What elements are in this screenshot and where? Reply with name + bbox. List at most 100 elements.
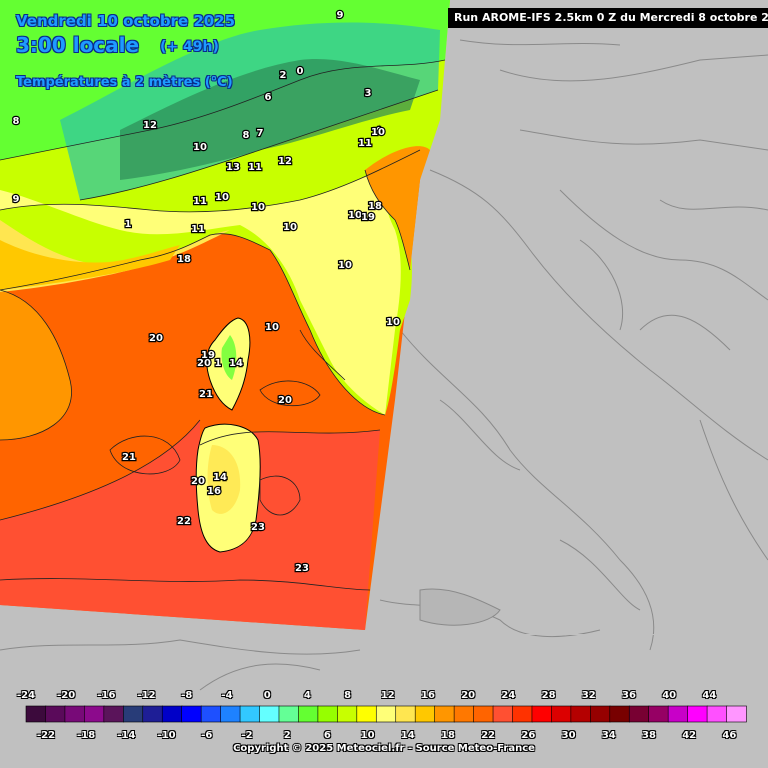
forecast-time: 3:00 locale (16, 33, 140, 57)
color-scale-swatch (317, 705, 339, 723)
legend-bottom-label: 38 (642, 730, 656, 741)
color-scale-swatch (434, 705, 455, 723)
legend-top-label: -20 (57, 690, 76, 701)
map-value-label: 21 (199, 389, 213, 400)
legend-bottom-label: -6 (201, 730, 213, 741)
legend-bottom-label: -2 (241, 730, 253, 741)
legend-top-label: 8 (344, 690, 352, 701)
color-scale-swatch (181, 705, 202, 723)
map-value-label: 23 (295, 563, 309, 574)
color-scale-bar (25, 705, 747, 723)
legend-bottom-label: 42 (682, 730, 697, 741)
color-scale-swatch (492, 705, 514, 723)
legend-top-label: 40 (662, 690, 677, 701)
map-value-label: 10 (215, 192, 229, 203)
map-value-label: 14 (229, 358, 243, 369)
color-scale-swatch (239, 705, 261, 723)
color-scale-swatch (123, 705, 144, 723)
legend-top-label: -24 (16, 690, 36, 701)
map-value-label: 8 (243, 130, 250, 141)
map-value-label: 10 (265, 322, 279, 333)
color-scale-swatch (628, 705, 650, 723)
legend-top-label: -16 (97, 690, 116, 701)
color-scale-swatch (103, 705, 125, 723)
color-scale-swatch (161, 705, 183, 723)
legend-bottom-label: -14 (117, 730, 136, 741)
legend-top-label: 28 (541, 690, 556, 701)
run-info-bar: Run AROME-IFS 2.5km 0 Z du Mercredi 8 oc… (448, 8, 768, 28)
legend-bottom-label: 22 (481, 730, 496, 741)
map-value-label: 6 (265, 92, 272, 103)
map-value-label: 19 (201, 350, 215, 361)
legend-bottom-label: -18 (77, 730, 96, 741)
legend-top-label: 44 (702, 690, 717, 701)
legend-bottom-label: 26 (521, 730, 536, 741)
legend-top-label: 24 (501, 690, 516, 701)
color-scale-swatch (531, 705, 553, 723)
isotherm-contours (0, 59, 446, 591)
legend-bottom-label: 10 (360, 730, 375, 741)
map-value-label: 7 (257, 128, 264, 139)
legend-top-label: -8 (181, 690, 193, 701)
map-value-label: 18 (177, 254, 191, 265)
map-value-label: 10 (283, 222, 297, 233)
variable-title: Températures à 2 mètres (°C) (16, 75, 233, 90)
legend-top-label: 0 (263, 690, 271, 701)
color-scale-swatch (570, 705, 592, 723)
map-value-label: 1 (215, 358, 222, 369)
color-scale-swatch (84, 705, 105, 723)
map-value-label: 10 (386, 317, 400, 328)
map-value-label: 11 (248, 162, 262, 173)
legend-bottom-label: -10 (157, 730, 176, 741)
legend-top-label: 4 (303, 690, 311, 701)
color-scale-swatch (278, 705, 300, 723)
color-scale-swatch (220, 705, 241, 723)
map-value-label: 13 (226, 162, 240, 173)
map-value-label: 9 (337, 10, 344, 21)
map-value-label: 20 (149, 333, 163, 344)
map-value-label: 22 (177, 516, 191, 527)
legend-bottom-label: 2 (283, 730, 291, 741)
map-value-label: 23 (251, 522, 265, 533)
color-scale-swatch (375, 705, 397, 723)
color-scale-swatch (609, 705, 631, 723)
color-scale-swatch (551, 705, 572, 723)
color-scale-swatch (667, 705, 689, 723)
map-value-label: 20 (278, 395, 292, 406)
map-value-label: 19 (361, 212, 375, 223)
color-scale-swatch (590, 705, 611, 723)
map-value-label: 10 (193, 142, 207, 153)
map-value-label: 18 (368, 201, 382, 212)
legend-bottom-label: 46 (722, 730, 737, 741)
map-value-label: 10 (371, 127, 385, 138)
legend-top-label: -4 (221, 690, 233, 701)
color-scale-swatch (473, 705, 494, 723)
legend-bottom-label: 6 (323, 730, 331, 741)
map-value-label: 11 (358, 138, 372, 149)
legend-top-label: 36 (622, 690, 636, 701)
map-value-label: 21 (122, 452, 136, 463)
color-scale-swatch (453, 705, 475, 723)
color-scale-swatch (45, 705, 66, 723)
color-scale-swatch (648, 705, 669, 723)
color-scale-swatch (726, 705, 747, 723)
color-scale-swatch (512, 705, 533, 723)
map-value-label: 14 (213, 472, 227, 483)
forecast-lead-time: (+ 49h) (160, 39, 219, 55)
legend-bottom-label: 30 (561, 730, 576, 741)
map-value-label: 11 (191, 224, 205, 235)
map-value-label: 0 (297, 66, 304, 77)
legend-bottom-label: 34 (601, 730, 616, 741)
map-value-label: 16 (207, 486, 221, 497)
forecast-date: Vendredi 10 octobre 2025 (16, 12, 236, 30)
color-scale-swatch (142, 705, 164, 723)
color-scale-swatch (64, 705, 86, 723)
map-value-label: 12 (143, 120, 157, 131)
color-scale-swatch (687, 705, 708, 723)
color-scale-swatch (395, 705, 416, 723)
legend-bottom-label: -22 (36, 730, 56, 741)
legend-top-label: 12 (380, 690, 395, 701)
legend-bottom-label: 14 (400, 730, 415, 741)
